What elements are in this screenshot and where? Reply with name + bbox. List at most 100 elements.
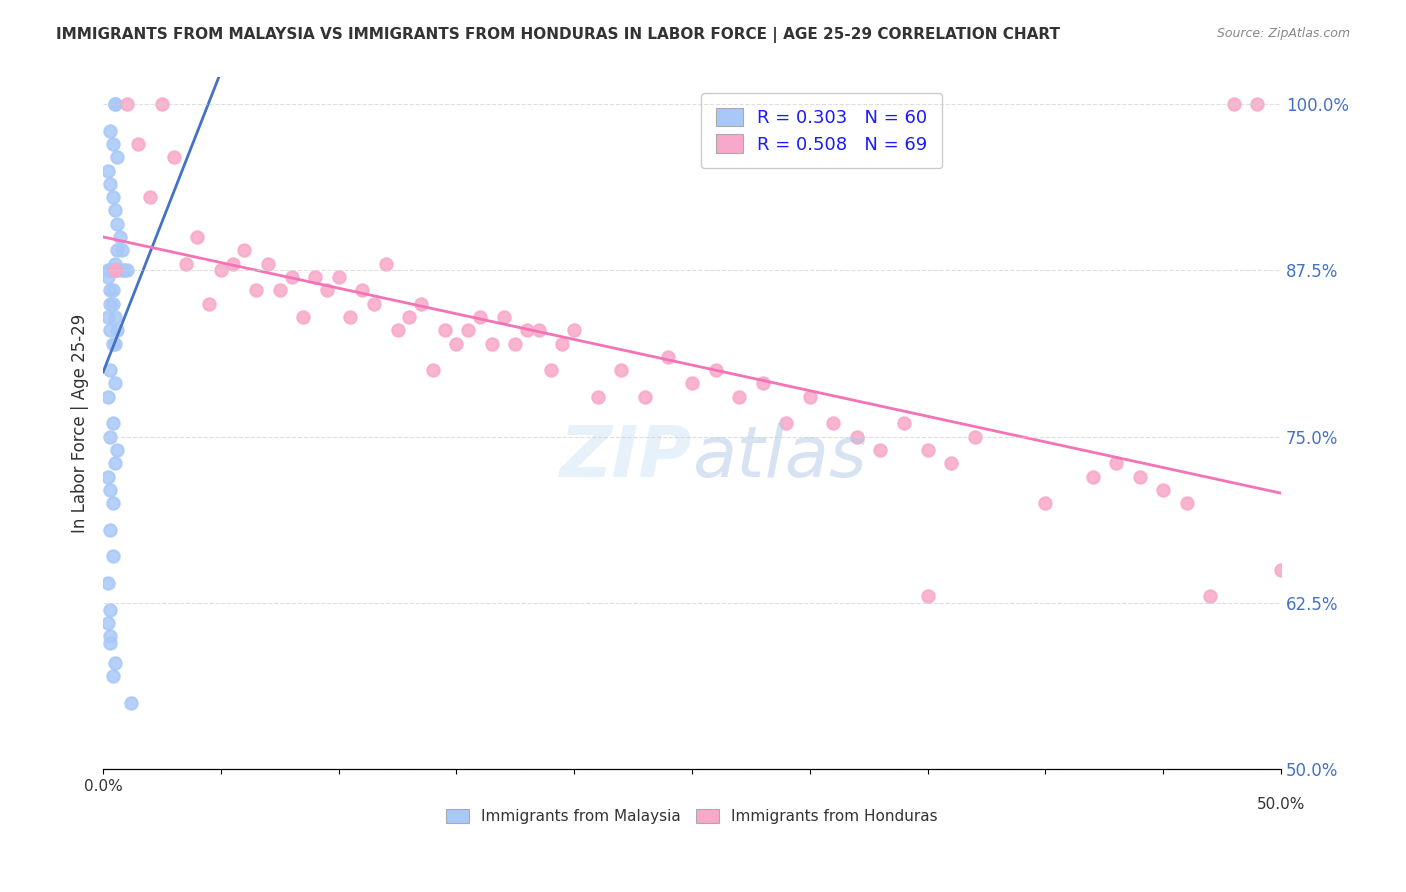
Point bbox=[98, 323, 121, 337]
Point bbox=[316, 283, 339, 297]
Point bbox=[775, 417, 797, 431]
Point bbox=[1199, 590, 1222, 604]
Point bbox=[115, 263, 138, 277]
Point bbox=[101, 336, 124, 351]
Point bbox=[115, 97, 138, 112]
Point bbox=[481, 336, 503, 351]
Point bbox=[704, 363, 727, 377]
Point bbox=[98, 602, 121, 616]
Point bbox=[111, 263, 134, 277]
Point bbox=[492, 310, 515, 324]
Point bbox=[446, 336, 468, 351]
Point bbox=[186, 230, 208, 244]
Point bbox=[527, 323, 550, 337]
Point bbox=[108, 230, 131, 244]
Point bbox=[1175, 496, 1198, 510]
Point bbox=[422, 363, 444, 377]
Point bbox=[97, 469, 120, 483]
Point bbox=[411, 296, 433, 310]
Point bbox=[104, 263, 127, 277]
Point bbox=[98, 283, 121, 297]
Point bbox=[893, 417, 915, 431]
Point bbox=[98, 629, 121, 643]
Point bbox=[269, 283, 291, 297]
Point bbox=[551, 336, 574, 351]
Point bbox=[963, 430, 986, 444]
Point bbox=[98, 430, 121, 444]
Point bbox=[1223, 97, 1246, 112]
Point bbox=[101, 263, 124, 277]
Point bbox=[104, 456, 127, 470]
Text: ZIP: ZIP bbox=[560, 424, 692, 492]
Point bbox=[1129, 469, 1152, 483]
Point bbox=[433, 323, 456, 337]
Point bbox=[112, 263, 135, 277]
Point bbox=[101, 263, 124, 277]
Point bbox=[174, 257, 197, 271]
Point bbox=[1035, 496, 1057, 510]
Point bbox=[1246, 97, 1268, 112]
Point bbox=[505, 336, 527, 351]
Point bbox=[97, 390, 120, 404]
Point bbox=[98, 263, 121, 277]
Point bbox=[98, 177, 121, 191]
Point bbox=[562, 323, 585, 337]
Point bbox=[98, 263, 121, 277]
Point bbox=[98, 363, 121, 377]
Point bbox=[104, 263, 127, 277]
Point bbox=[221, 257, 243, 271]
Point bbox=[751, 376, 773, 391]
Point bbox=[304, 270, 326, 285]
Point bbox=[98, 263, 121, 277]
Point bbox=[105, 323, 128, 337]
Point bbox=[104, 376, 127, 391]
Point bbox=[98, 483, 121, 497]
Point bbox=[101, 190, 124, 204]
Point bbox=[104, 263, 127, 277]
Point bbox=[198, 296, 221, 310]
Point bbox=[101, 136, 124, 151]
Point bbox=[233, 244, 256, 258]
Point bbox=[1270, 563, 1292, 577]
Point bbox=[845, 430, 868, 444]
Point bbox=[98, 523, 121, 537]
Text: 50.0%: 50.0% bbox=[1257, 797, 1305, 812]
Point bbox=[104, 203, 127, 218]
Point bbox=[941, 456, 963, 470]
Point bbox=[610, 363, 633, 377]
Point bbox=[468, 310, 491, 324]
Point bbox=[728, 390, 751, 404]
Point bbox=[917, 590, 939, 604]
Point bbox=[97, 263, 120, 277]
Point bbox=[104, 310, 127, 324]
Point bbox=[634, 390, 657, 404]
Point bbox=[101, 496, 124, 510]
Point bbox=[917, 442, 939, 457]
Point bbox=[105, 442, 128, 457]
Point bbox=[104, 336, 127, 351]
Point bbox=[1081, 469, 1104, 483]
Point bbox=[101, 296, 124, 310]
Point bbox=[98, 296, 121, 310]
Point bbox=[292, 310, 315, 324]
Point bbox=[120, 696, 142, 710]
Point bbox=[869, 442, 891, 457]
Point bbox=[101, 549, 124, 564]
Point bbox=[352, 283, 374, 297]
Point bbox=[104, 656, 127, 670]
Point bbox=[1105, 456, 1128, 470]
Legend: Immigrants from Malaysia, Immigrants from Honduras: Immigrants from Malaysia, Immigrants fro… bbox=[446, 809, 938, 824]
Point bbox=[101, 669, 124, 683]
Point bbox=[104, 263, 127, 277]
Point bbox=[105, 263, 128, 277]
Point bbox=[127, 136, 149, 151]
Point bbox=[209, 263, 232, 277]
Point bbox=[163, 150, 186, 164]
Point bbox=[257, 257, 280, 271]
Point bbox=[98, 636, 121, 650]
Text: IMMIGRANTS FROM MALAYSIA VS IMMIGRANTS FROM HONDURAS IN LABOR FORCE | AGE 25-29 : IMMIGRANTS FROM MALAYSIA VS IMMIGRANTS F… bbox=[56, 27, 1060, 43]
Point bbox=[328, 270, 350, 285]
Point bbox=[457, 323, 479, 337]
Point bbox=[139, 190, 162, 204]
Point bbox=[98, 263, 121, 277]
